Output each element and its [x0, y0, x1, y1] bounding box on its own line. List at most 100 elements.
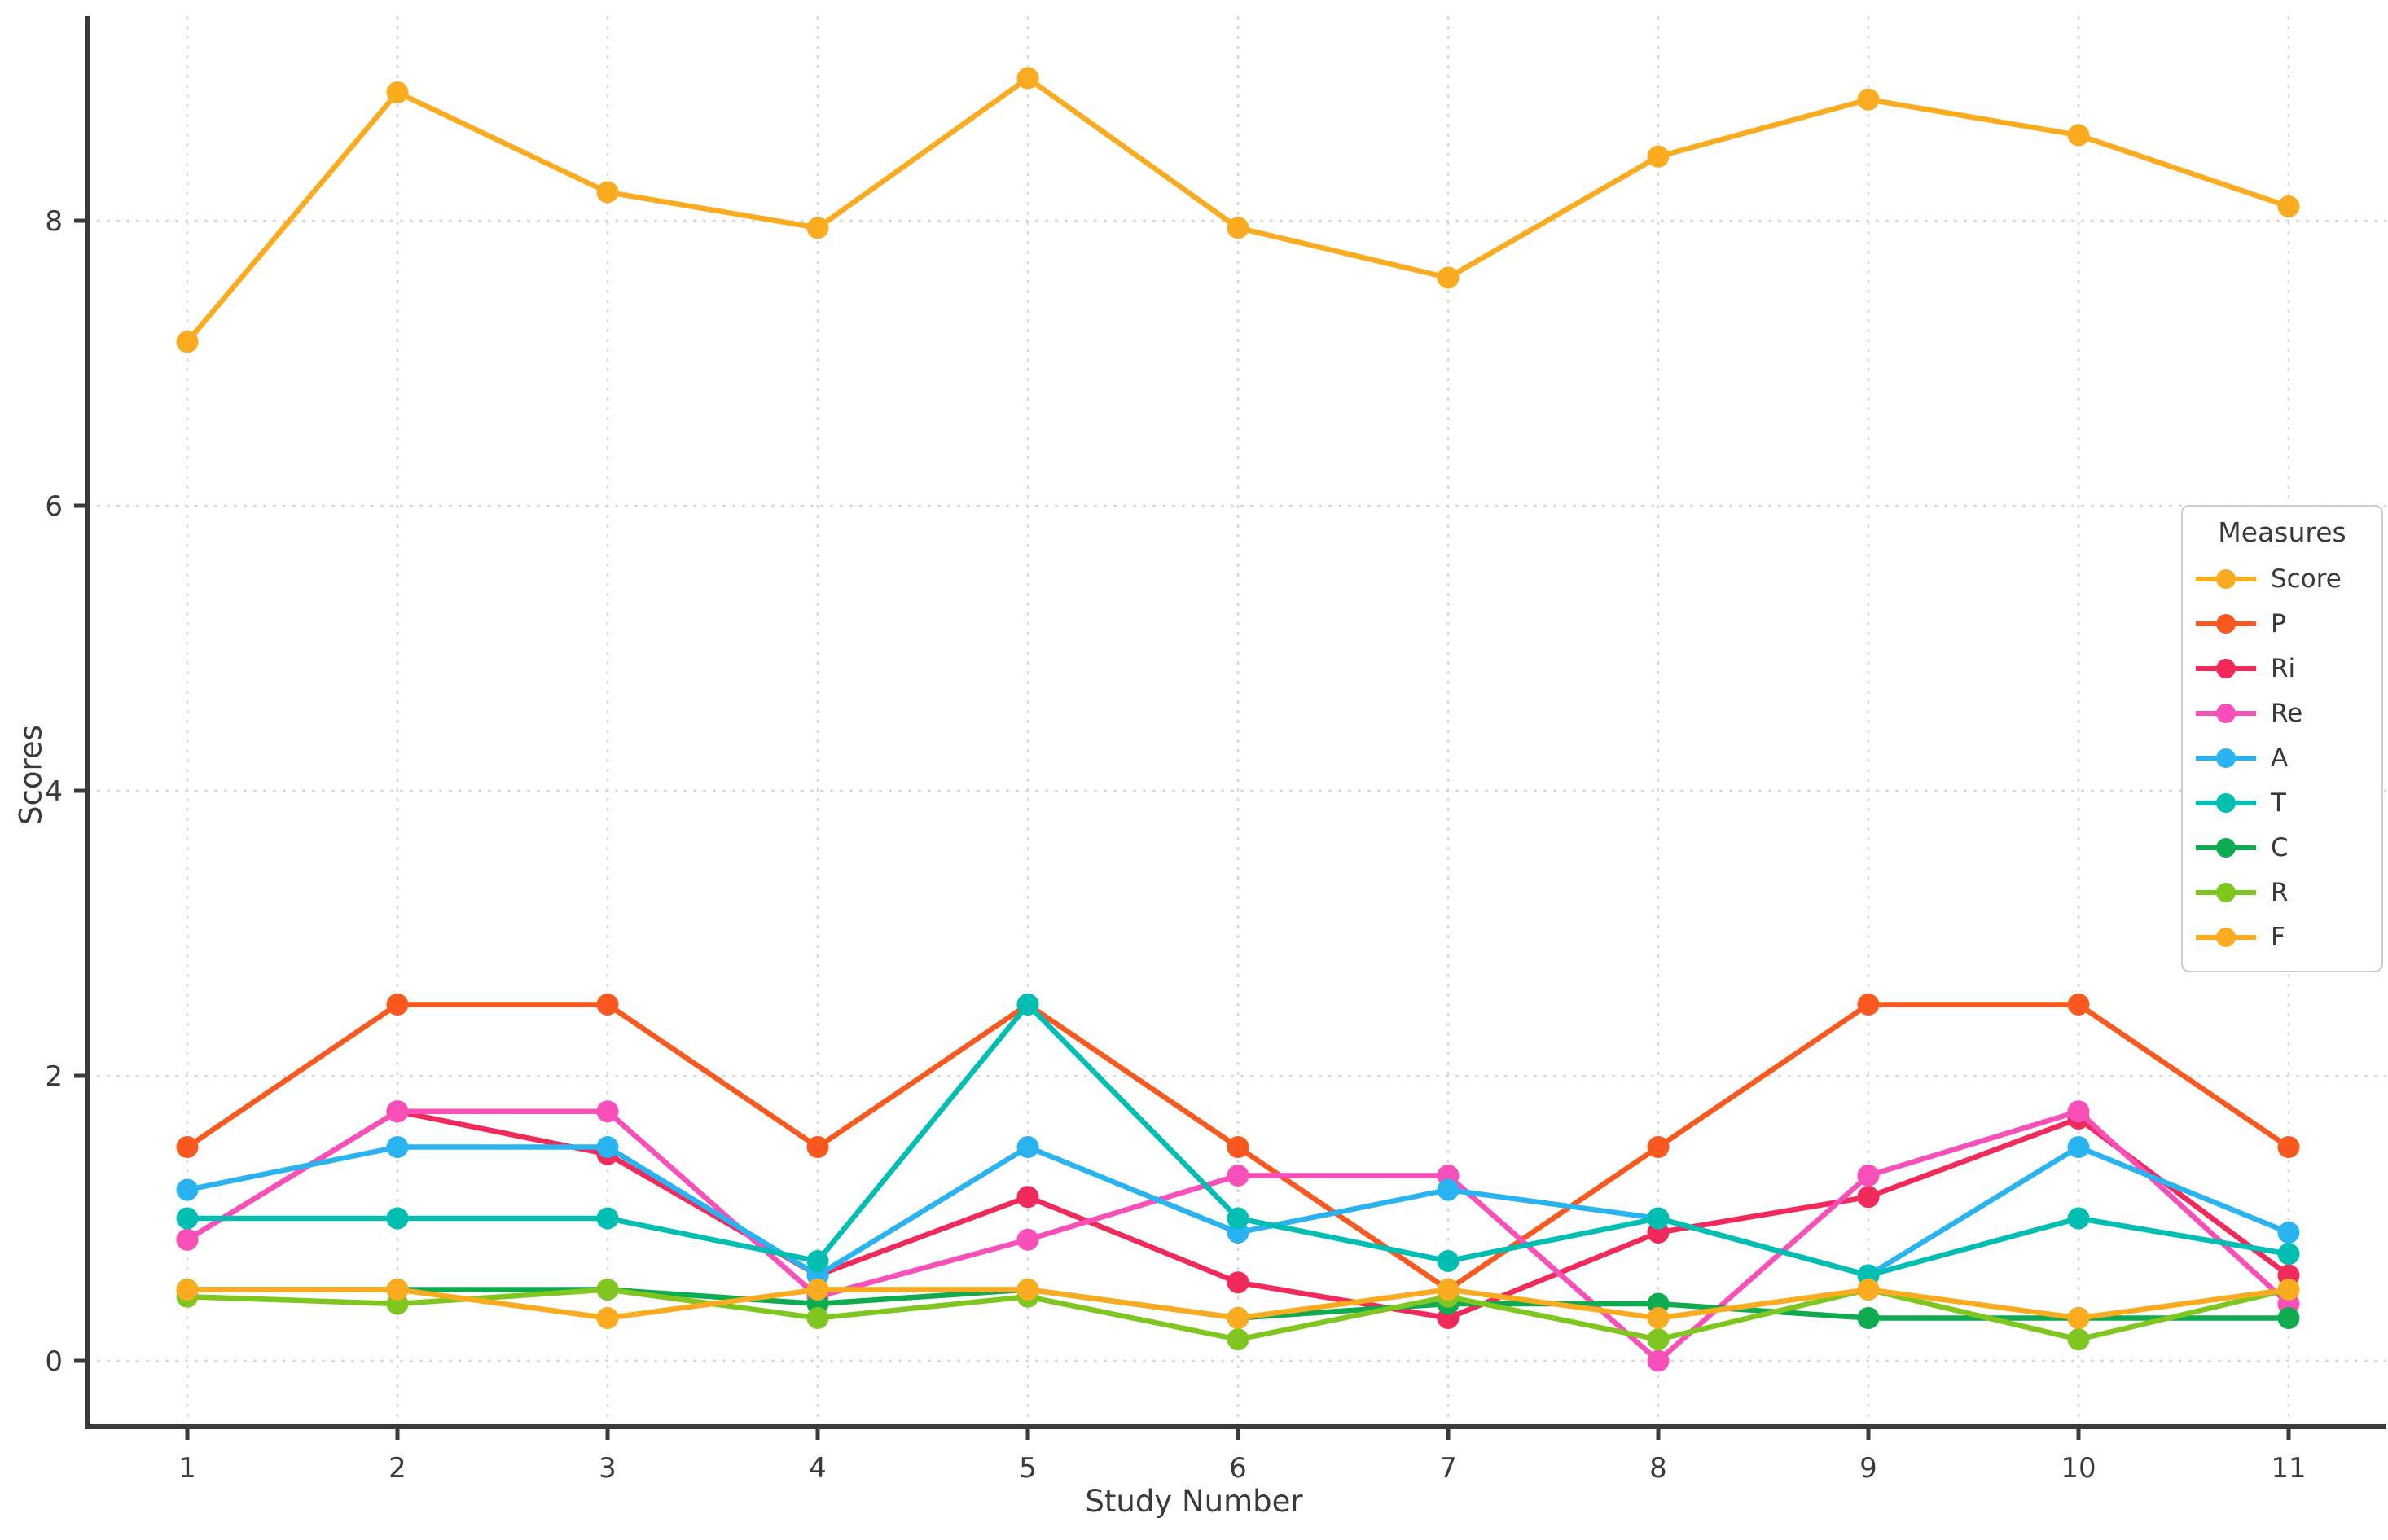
x-tick-label: 8 — [1649, 1452, 1667, 1485]
data-point — [596, 1207, 619, 1230]
legend-item-F: F — [2194, 915, 2370, 959]
legend-item-T: T — [2194, 780, 2370, 825]
data-point — [1437, 266, 1460, 289]
legend-label: T — [2271, 788, 2286, 818]
legend-swatch-icon — [2196, 882, 2256, 902]
data-point — [2277, 1136, 2300, 1158]
data-point — [1857, 1307, 1880, 1329]
data-point — [1437, 1279, 1460, 1301]
x-axis-label: Study Number — [1085, 1484, 1303, 1519]
data-point — [1016, 1136, 1039, 1158]
data-point — [1227, 1165, 1249, 1187]
data-point — [1227, 1136, 1249, 1158]
data-point — [176, 1207, 199, 1230]
data-point — [1227, 1207, 1249, 1230]
x-tick-label: 3 — [599, 1452, 617, 1485]
data-point — [1016, 1279, 1039, 1301]
data-point — [806, 1307, 829, 1329]
series-F — [176, 1279, 2300, 1329]
y-tick-label: 2 — [45, 1060, 63, 1093]
data-point — [1647, 1136, 1670, 1158]
legend-item-Score: Score — [2194, 556, 2370, 601]
series-Score — [176, 67, 2300, 353]
data-point — [1647, 1207, 1670, 1230]
legend-item-A: A — [2194, 735, 2370, 780]
legend-swatch-icon — [2196, 568, 2256, 589]
series-A — [176, 1136, 2300, 1287]
data-point — [1647, 1307, 1670, 1329]
data-point — [1437, 1250, 1460, 1272]
data-point — [176, 1178, 199, 1201]
data-point — [176, 1228, 199, 1251]
legend-label: Re — [2271, 698, 2303, 728]
data-point — [2067, 994, 2090, 1016]
data-point — [1227, 217, 1249, 239]
legend-swatch-icon — [2196, 792, 2256, 813]
y-tick-label: 8 — [45, 205, 63, 238]
y-tick-label: 0 — [45, 1345, 63, 1378]
data-point — [596, 1279, 619, 1301]
data-point — [2277, 1279, 2300, 1301]
data-point — [596, 1100, 619, 1123]
data-point — [176, 1279, 199, 1301]
axes-spines — [85, 16, 2386, 1429]
y-axis-label: Scores — [13, 725, 49, 825]
data-point — [596, 1307, 619, 1329]
y-tick-label: 4 — [45, 775, 63, 808]
legend-items: Score P Ri Re A T C R F — [2194, 556, 2370, 959]
data-point — [1437, 1178, 1460, 1201]
data-point — [2277, 195, 2300, 217]
legend-label: A — [2271, 743, 2289, 773]
legend-swatch-icon — [2196, 613, 2256, 634]
series-T — [176, 994, 2300, 1287]
data-point — [386, 1100, 409, 1123]
data-point — [806, 1279, 829, 1301]
x-tick-label: 11 — [2271, 1452, 2306, 1485]
legend-item-Ri: Ri — [2194, 646, 2370, 691]
data-point — [1857, 88, 1880, 111]
data-point — [2067, 1136, 2090, 1158]
legend-item-Re: Re — [2194, 691, 2370, 735]
data-point — [2067, 1307, 2090, 1329]
data-point — [1016, 1228, 1039, 1251]
legend-label: F — [2271, 922, 2285, 952]
legend-swatch-icon — [2196, 837, 2256, 858]
data-point — [806, 217, 829, 239]
data-point — [596, 994, 619, 1016]
data-point — [1647, 1349, 1670, 1372]
x-tick-label: 10 — [2061, 1452, 2096, 1485]
data-point — [2067, 124, 2090, 147]
data-point — [176, 1136, 199, 1158]
legend: Measures Score P Ri Re A T C R F — [2181, 505, 2383, 972]
data-point — [1016, 994, 1039, 1016]
data-point — [2277, 1307, 2300, 1329]
x-tick-label: 2 — [388, 1452, 406, 1485]
data-point — [2067, 1207, 2090, 1230]
data-point — [2067, 1100, 2090, 1123]
legend-item-C: C — [2194, 825, 2370, 870]
legend-swatch-icon — [2196, 748, 2256, 768]
data-point — [806, 1250, 829, 1272]
x-tick-label: 9 — [1859, 1452, 1877, 1485]
data-point — [386, 1136, 409, 1158]
data-point — [1647, 1328, 1670, 1351]
data-point — [1227, 1307, 1249, 1329]
x-tick-label: 6 — [1229, 1452, 1247, 1485]
x-tick-label: 5 — [1019, 1452, 1037, 1485]
data-point — [806, 1136, 829, 1158]
data-point — [176, 331, 199, 353]
data-point — [1227, 1328, 1249, 1351]
data-point — [2067, 1328, 2090, 1351]
legend-label: R — [2271, 877, 2289, 907]
data-point — [1227, 1271, 1249, 1294]
data-point — [386, 994, 409, 1016]
data-point — [2277, 1243, 2300, 1266]
legend-swatch-icon — [2196, 703, 2256, 723]
data-point — [386, 1279, 409, 1301]
data-point — [2277, 1222, 2300, 1244]
legend-title: Measures — [2218, 516, 2346, 548]
y-tick-label: 6 — [45, 490, 63, 523]
legend-label: C — [2271, 832, 2289, 862]
tick-labels: 0 2 4 6 8 1 2 3 4 5 6 7 8 9 10 11 — [45, 205, 2306, 1485]
